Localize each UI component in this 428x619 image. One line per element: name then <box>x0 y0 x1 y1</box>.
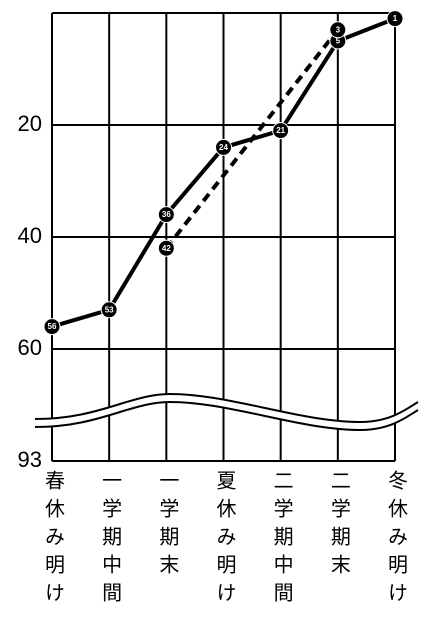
point <box>329 21 347 39</box>
x-tick-label: 二学期末 <box>327 470 351 582</box>
x-tick-label: 一学期中間 <box>99 470 123 610</box>
axis-break-line <box>34 400 419 432</box>
data-label: 1 <box>393 14 398 23</box>
data-label: 56 <box>48 322 57 331</box>
y-tick-label: 40 <box>18 223 42 248</box>
y-tick-label: 60 <box>18 335 42 360</box>
point <box>386 10 404 28</box>
x-tick-label: 冬休み明け <box>385 470 409 610</box>
data-label: 24 <box>219 143 228 152</box>
point <box>215 138 232 156</box>
data-label: 36 <box>162 210 171 219</box>
y-tick-label: 93 <box>18 447 42 472</box>
axis-break-line <box>34 392 419 424</box>
point <box>100 301 118 319</box>
x-tick-label: 一学期末 <box>156 470 180 582</box>
x-tick-label: 夏休み明け <box>213 470 237 610</box>
line <box>164 28 340 250</box>
point <box>157 206 175 224</box>
data-label: 53 <box>105 305 114 314</box>
x-tick-label: 二学期中間 <box>270 470 294 610</box>
point <box>272 122 290 140</box>
axis-break-band <box>34 393 421 431</box>
data-label: 42 <box>162 244 171 253</box>
x-tick-label: 春休み明け <box>42 470 66 610</box>
point <box>43 318 61 336</box>
point <box>157 239 175 257</box>
y-tick-label: 20 <box>18 111 42 136</box>
data-label: 3 <box>336 25 341 34</box>
data-label: 21 <box>276 126 285 135</box>
data-label: 5 <box>336 37 341 46</box>
